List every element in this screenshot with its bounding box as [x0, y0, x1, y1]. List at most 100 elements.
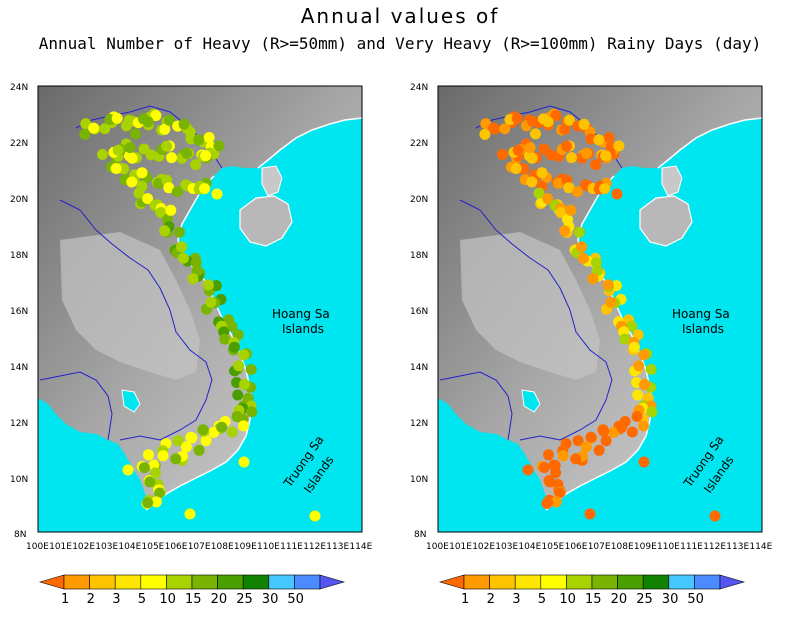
station-marker: [88, 122, 100, 134]
station-marker: [157, 450, 169, 462]
station-markers-heavy: [79, 108, 321, 522]
lon-axis-left: 100E 101E 102E 103E 104E 105E 106E 107E 108E 109E…: [26, 542, 373, 552]
station-marker: [110, 163, 122, 174]
lon-tick: 100E: [26, 542, 49, 552]
station-marker: [142, 497, 154, 509]
station-marker: [112, 144, 124, 156]
station-marker: [187, 273, 199, 285]
station-marker: [238, 349, 250, 361]
station-marker: [226, 426, 238, 438]
station-marker: [154, 487, 166, 499]
lon-tick: 109E: [234, 542, 257, 552]
station-marker: [171, 186, 183, 198]
station-marker: [173, 226, 185, 238]
station-marker: [219, 333, 231, 345]
station-marker: [193, 134, 205, 146]
station-marker: [161, 140, 173, 152]
lon-tick: 114E: [349, 542, 372, 552]
station-marker-island: [238, 456, 250, 468]
station-marker: [99, 123, 111, 135]
station-marker: [199, 183, 211, 195]
lon-tick: 106E: [165, 542, 188, 552]
station-marker: [239, 378, 250, 390]
station-marker: [178, 118, 190, 130]
lat-tick: 16N: [10, 307, 28, 317]
lon-tick: 113E: [326, 542, 349, 552]
station-marker: [165, 204, 177, 216]
station-marker: [216, 421, 228, 433]
station-marker: [238, 420, 249, 432]
lat-tick: 8N: [14, 530, 26, 540]
station-marker: [177, 252, 189, 264]
lat-tick: 24N: [10, 83, 28, 93]
station-marker: [166, 152, 177, 164]
station-marker: [176, 241, 188, 253]
station-marker: [142, 193, 154, 205]
station-marker: [150, 467, 162, 479]
station-marker: [142, 116, 154, 128]
station-marker: [245, 364, 257, 375]
lon-tick: 103E: [95, 542, 118, 552]
station-marker: [208, 426, 220, 438]
station-marker: [145, 149, 157, 161]
hainan-island: [239, 195, 293, 247]
station-marker: [159, 225, 171, 237]
station-marker: [228, 341, 240, 353]
station-marker: [163, 114, 175, 126]
station-marker: [181, 147, 193, 159]
lon-tick: 101E: [49, 542, 72, 552]
station-marker: [163, 182, 175, 194]
lon-tick: 111E: [280, 542, 303, 552]
lat-tick: 20N: [10, 195, 28, 205]
station-marker: [126, 152, 138, 164]
figure-title: Annual values of: [300, 4, 500, 28]
station-marker: [202, 279, 214, 291]
station-marker: [144, 476, 156, 488]
station-marker: [136, 167, 148, 179]
station-marker: [150, 496, 162, 508]
station-marker: [180, 441, 192, 453]
station-marker: [203, 132, 215, 143]
lat-tick: 12N: [10, 419, 28, 429]
station-marker: [185, 431, 197, 443]
coastline: [145, 117, 363, 511]
station-marker: [143, 449, 154, 461]
station-marker: [233, 360, 245, 372]
station-marker: [193, 444, 205, 456]
figure-subtitle: Annual Number of Heavy (R>=50mm) and Ver…: [38, 34, 762, 53]
station-marker: [197, 424, 209, 436]
station-marker: [170, 453, 182, 465]
station-marker: [172, 435, 184, 447]
leizhou-peninsula: [261, 165, 283, 197]
station-marker: [111, 112, 123, 124]
lon-tick: 112E: [303, 542, 326, 552]
lat-tick: 14N: [10, 363, 28, 373]
station-marker: [126, 176, 138, 188]
left-map: [37, 85, 363, 533]
lake: [121, 389, 141, 413]
station-marker: [97, 149, 108, 160]
station-marker: [226, 320, 238, 332]
lat-tick: 22N: [10, 139, 28, 149]
station-marker-island: [211, 188, 223, 200]
lon-tick: 108E: [211, 542, 234, 552]
station-marker: [130, 128, 141, 140]
station-marker: [190, 159, 202, 171]
station-marker: [232, 389, 244, 401]
station-marker: [231, 411, 243, 422]
station-marker: [246, 406, 258, 418]
station-marker: [159, 123, 171, 135]
lon-tick: 105E: [142, 542, 165, 552]
station-marker: [155, 207, 167, 218]
label-hoang-sa-islands: Islands: [282, 322, 324, 336]
land-north: [38, 86, 362, 510]
lat-axis-left: 24N 22N 20N 18N 16N 14N 12N 10N 8N: [10, 83, 28, 540]
lon-tick: 110E: [257, 542, 280, 552]
lat-tick: 10N: [10, 475, 28, 485]
lat-tick: 18N: [10, 251, 28, 261]
lon-tick: 104E: [118, 542, 141, 552]
lon-tick: 107E: [188, 542, 211, 552]
station-marker: [79, 128, 91, 140]
station-marker-island: [309, 510, 321, 522]
